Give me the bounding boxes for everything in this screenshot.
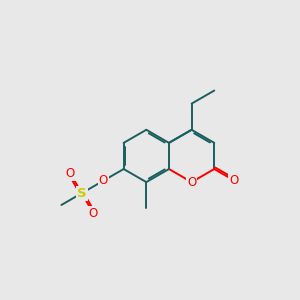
Text: O: O	[88, 207, 98, 220]
Text: O: O	[66, 167, 75, 180]
Text: O: O	[229, 174, 238, 187]
Text: O: O	[99, 174, 108, 187]
Text: O: O	[187, 176, 196, 189]
Text: S: S	[77, 187, 87, 200]
